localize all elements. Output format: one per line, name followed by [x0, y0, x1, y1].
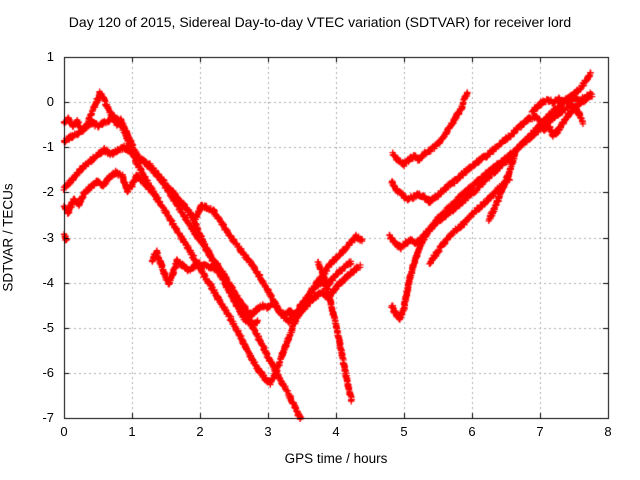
x-tick-label: 4	[332, 424, 340, 439]
y-tick-label: -3	[42, 229, 54, 245]
x-tick-label: 8	[604, 424, 612, 439]
x-tick-label: 0	[60, 424, 68, 439]
y-tick-label: -2	[42, 184, 54, 200]
x-tick-label: 5	[400, 424, 408, 439]
y-tick-label: 0	[46, 94, 54, 110]
chart-title: Day 120 of 2015, Sidereal Day-to-day VTE…	[68, 14, 572, 30]
x-tick-label: 6	[468, 424, 476, 439]
y-tick-label: 1	[46, 49, 54, 64]
x-tick-label: 1	[128, 424, 136, 439]
y-tick-label: -7	[42, 410, 54, 425]
y-tick-label: -5	[42, 319, 54, 335]
x-tick-label: 7	[536, 424, 544, 439]
x-tick-label: 2	[196, 424, 204, 439]
x-tick-label: 3	[264, 424, 272, 439]
y-tick-label: -6	[42, 364, 54, 380]
y-tick-label: -1	[42, 139, 54, 155]
x-axis-label: GPS time / hours	[284, 451, 388, 466]
y-tick-label: -4	[42, 274, 54, 290]
